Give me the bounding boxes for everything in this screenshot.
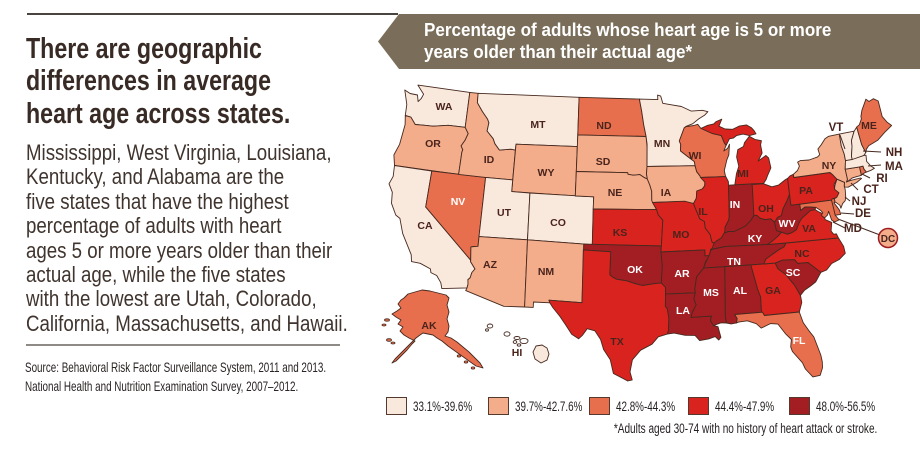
svg-text:NC: NC (794, 248, 810, 260)
svg-text:NM: NM (538, 266, 555, 278)
svg-text:NH: NH (886, 147, 903, 159)
svg-text:VA: VA (802, 223, 816, 235)
svg-text:SC: SC (786, 267, 801, 279)
svg-text:AZ: AZ (483, 259, 498, 271)
svg-text:CA: CA (417, 220, 433, 232)
svg-text:IN: IN (730, 199, 741, 211)
svg-text:NJ: NJ (852, 196, 867, 208)
svg-text:RI: RI (876, 173, 888, 185)
svg-text:KY: KY (748, 233, 763, 245)
svg-text:SD: SD (596, 156, 611, 168)
svg-text:IA: IA (661, 187, 672, 199)
svg-text:MT: MT (530, 119, 546, 131)
svg-text:OR: OR (425, 138, 441, 150)
svg-text:KS: KS (613, 227, 628, 239)
svg-text:MI: MI (737, 168, 749, 180)
svg-text:UT: UT (497, 207, 512, 219)
svg-text:MA: MA (885, 161, 903, 173)
svg-text:MD: MD (844, 223, 862, 235)
svg-text:NV: NV (451, 196, 466, 208)
svg-text:WY: WY (538, 167, 555, 179)
svg-text:AL: AL (733, 285, 748, 297)
svg-text:WI: WI (689, 150, 702, 162)
svg-text:MS: MS (703, 287, 719, 299)
svg-text:CO: CO (550, 217, 566, 229)
svg-text:DC: DC (881, 234, 895, 245)
svg-text:CT: CT (863, 184, 878, 196)
svg-text:WV: WV (779, 218, 796, 230)
svg-text:HI: HI (512, 347, 523, 359)
svg-text:GA: GA (765, 285, 781, 297)
svg-text:PA: PA (799, 185, 813, 197)
svg-text:MN: MN (654, 138, 670, 150)
svg-text:FL: FL (793, 335, 806, 347)
svg-text:VT: VT (829, 122, 844, 134)
svg-text:ID: ID (484, 154, 495, 166)
svg-text:NY: NY (822, 160, 837, 172)
svg-text:MO: MO (673, 229, 690, 241)
svg-text:WA: WA (436, 101, 453, 113)
svg-text:OH: OH (758, 203, 774, 215)
svg-text:OK: OK (627, 264, 643, 276)
svg-text:ME: ME (861, 120, 877, 132)
svg-text:NE: NE (608, 187, 623, 199)
svg-text:DE: DE (855, 208, 871, 220)
svg-text:AK: AK (421, 320, 437, 332)
svg-text:TX: TX (610, 336, 623, 348)
svg-text:TN: TN (727, 256, 741, 268)
svg-text:AR: AR (674, 268, 690, 280)
svg-text:LA: LA (676, 305, 690, 317)
svg-text:ND: ND (596, 120, 612, 132)
svg-text:IL: IL (698, 206, 708, 218)
